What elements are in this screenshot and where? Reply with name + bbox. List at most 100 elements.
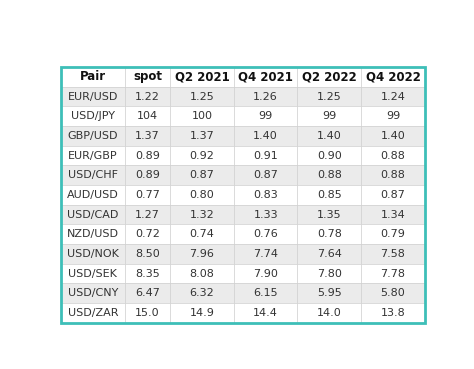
- Bar: [234, 185, 298, 205]
- Bar: [234, 205, 298, 224]
- Bar: [170, 106, 234, 126]
- Bar: [61, 87, 125, 106]
- Bar: [298, 67, 361, 87]
- Bar: [361, 185, 425, 205]
- Bar: [298, 224, 361, 244]
- Bar: [361, 106, 425, 126]
- Bar: [125, 146, 170, 165]
- Text: 1.26: 1.26: [253, 92, 278, 101]
- Bar: [298, 165, 361, 185]
- Text: 0.88: 0.88: [381, 170, 405, 180]
- Bar: [298, 146, 361, 165]
- Bar: [361, 224, 425, 244]
- Text: 15.0: 15.0: [135, 308, 160, 318]
- Bar: [125, 165, 170, 185]
- Text: USD/CHF: USD/CHF: [68, 170, 118, 180]
- Bar: [125, 244, 170, 264]
- Bar: [61, 205, 125, 224]
- Bar: [234, 264, 298, 283]
- Bar: [125, 106, 170, 126]
- Bar: [361, 303, 425, 323]
- Bar: [234, 283, 298, 303]
- Text: Q4 2022: Q4 2022: [365, 70, 420, 83]
- Text: EUR/USD: EUR/USD: [68, 92, 118, 101]
- Text: Q2 2022: Q2 2022: [302, 70, 356, 83]
- Text: 1.40: 1.40: [253, 131, 278, 141]
- Text: 0.83: 0.83: [253, 190, 278, 200]
- Text: 13.8: 13.8: [381, 308, 405, 318]
- Bar: [61, 283, 125, 303]
- Text: 7.64: 7.64: [317, 249, 342, 259]
- Bar: [170, 87, 234, 106]
- Text: 99: 99: [386, 111, 400, 121]
- Text: 5.95: 5.95: [317, 288, 342, 298]
- Text: 1.25: 1.25: [317, 92, 342, 101]
- Text: 0.87: 0.87: [253, 170, 278, 180]
- Bar: [170, 146, 234, 165]
- Bar: [61, 185, 125, 205]
- Bar: [298, 303, 361, 323]
- Bar: [170, 283, 234, 303]
- Bar: [170, 126, 234, 146]
- Bar: [125, 87, 170, 106]
- Bar: [61, 244, 125, 264]
- Text: 1.33: 1.33: [253, 210, 278, 220]
- Text: 0.89: 0.89: [135, 151, 160, 161]
- Text: 7.78: 7.78: [381, 269, 405, 279]
- Bar: [234, 126, 298, 146]
- Text: 1.40: 1.40: [381, 131, 405, 141]
- Bar: [170, 224, 234, 244]
- Bar: [361, 165, 425, 185]
- Text: 0.88: 0.88: [381, 151, 405, 161]
- Text: 6.32: 6.32: [190, 288, 214, 298]
- Text: 99: 99: [322, 111, 337, 121]
- Text: 8.50: 8.50: [135, 249, 160, 259]
- Text: 0.79: 0.79: [381, 229, 405, 239]
- Text: 0.76: 0.76: [253, 229, 278, 239]
- Bar: [61, 165, 125, 185]
- Bar: [170, 303, 234, 323]
- Bar: [361, 264, 425, 283]
- Text: 104: 104: [137, 111, 158, 121]
- Text: spot: spot: [133, 70, 162, 83]
- Text: 0.89: 0.89: [135, 170, 160, 180]
- Bar: [61, 126, 125, 146]
- Bar: [61, 224, 125, 244]
- Text: USD/CAD: USD/CAD: [67, 210, 118, 220]
- Text: 7.58: 7.58: [381, 249, 405, 259]
- Text: 0.90: 0.90: [317, 151, 342, 161]
- Text: 1.22: 1.22: [135, 92, 160, 101]
- Bar: [361, 283, 425, 303]
- Text: 0.92: 0.92: [190, 151, 214, 161]
- Bar: [298, 87, 361, 106]
- Text: Q2 2021: Q2 2021: [174, 70, 229, 83]
- Text: 1.40: 1.40: [317, 131, 342, 141]
- Bar: [170, 67, 234, 87]
- Bar: [170, 185, 234, 205]
- Text: 99: 99: [258, 111, 273, 121]
- Bar: [361, 126, 425, 146]
- Text: 0.87: 0.87: [190, 170, 214, 180]
- Text: 0.88: 0.88: [317, 170, 342, 180]
- Text: 7.80: 7.80: [317, 269, 342, 279]
- Bar: [234, 165, 298, 185]
- Bar: [170, 244, 234, 264]
- Text: 0.72: 0.72: [135, 229, 160, 239]
- Bar: [61, 106, 125, 126]
- Bar: [298, 126, 361, 146]
- Text: EUR/GBP: EUR/GBP: [68, 151, 118, 161]
- Text: NZD/USD: NZD/USD: [67, 229, 119, 239]
- Bar: [298, 185, 361, 205]
- Bar: [125, 67, 170, 87]
- Bar: [234, 67, 298, 87]
- Text: Q4 2021: Q4 2021: [238, 70, 293, 83]
- Text: 0.77: 0.77: [135, 190, 160, 200]
- Text: 0.74: 0.74: [190, 229, 214, 239]
- Text: 7.96: 7.96: [190, 249, 214, 259]
- Bar: [298, 205, 361, 224]
- Bar: [361, 205, 425, 224]
- Text: 8.08: 8.08: [190, 269, 214, 279]
- Bar: [234, 224, 298, 244]
- Text: 1.32: 1.32: [190, 210, 214, 220]
- Bar: [170, 165, 234, 185]
